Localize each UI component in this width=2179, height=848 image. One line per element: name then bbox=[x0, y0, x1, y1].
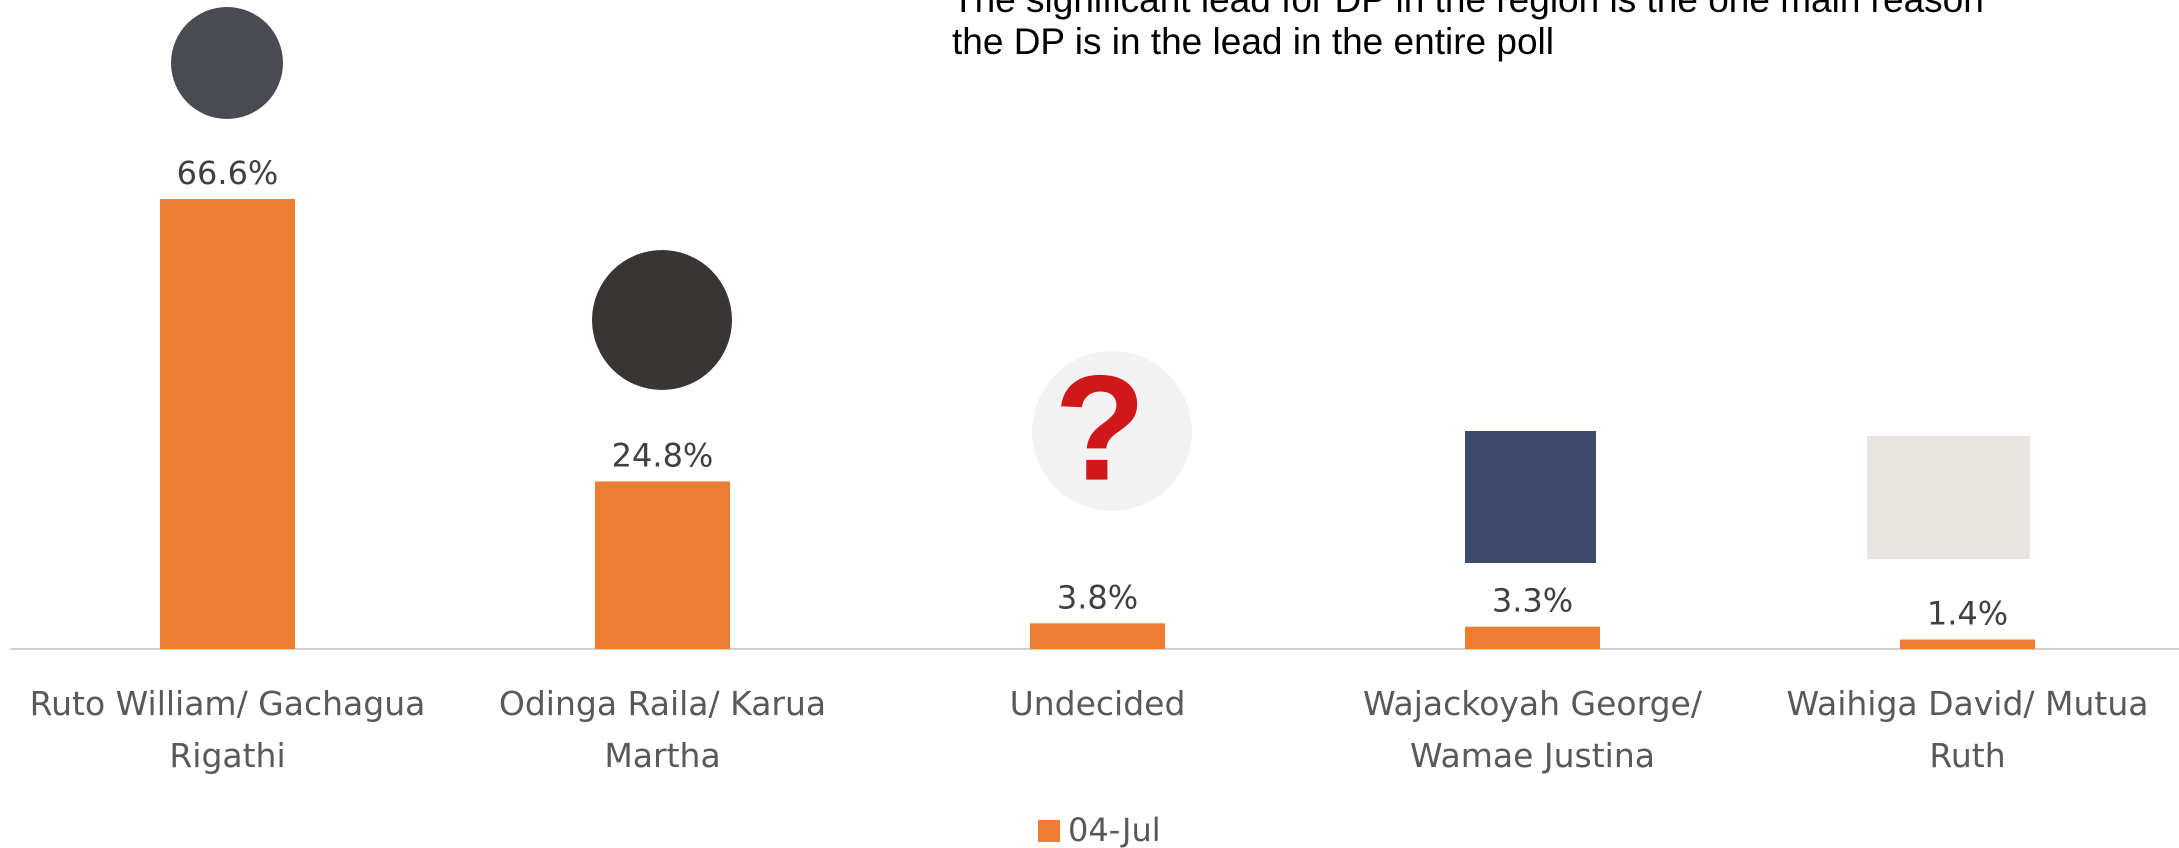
x-tick-label: Undecided bbox=[883, 678, 1313, 730]
photo bbox=[1465, 431, 1596, 563]
x-tick-label: Wajackoyah George/ Wamae Justina bbox=[1318, 678, 1748, 782]
annotation: the DP is in the lead in the entire poll bbox=[952, 21, 1554, 62]
bar bbox=[1030, 623, 1165, 649]
legend-label: 04-Jul bbox=[1068, 811, 1161, 848]
bar bbox=[595, 481, 730, 649]
photo bbox=[171, 7, 283, 119]
value-label: 66.6% bbox=[177, 154, 279, 192]
value-label: 3.8% bbox=[1057, 578, 1138, 616]
bar bbox=[160, 199, 295, 649]
question-icon: ? bbox=[1054, 344, 1146, 512]
photo bbox=[592, 250, 732, 390]
annotation: The significant lead for DP in the regio… bbox=[952, 0, 1984, 20]
bar bbox=[1465, 627, 1600, 649]
value-label: 24.8% bbox=[612, 436, 714, 474]
bar bbox=[1900, 640, 2035, 649]
page: The significant lead for DP in the regio… bbox=[0, 0, 2179, 848]
x-tick-label: Odinga Raila/ Karua Martha bbox=[448, 678, 878, 782]
value-label: 3.3% bbox=[1492, 582, 1573, 620]
legend-swatch bbox=[1038, 820, 1060, 842]
x-tick-label: Waihiga David/ Mutua Ruth bbox=[1753, 678, 2179, 782]
value-label: 1.4% bbox=[1927, 595, 2008, 633]
x-tick-label: Ruto William/ Gachagua Rigathi bbox=[13, 678, 443, 782]
photo bbox=[1867, 436, 2030, 559]
